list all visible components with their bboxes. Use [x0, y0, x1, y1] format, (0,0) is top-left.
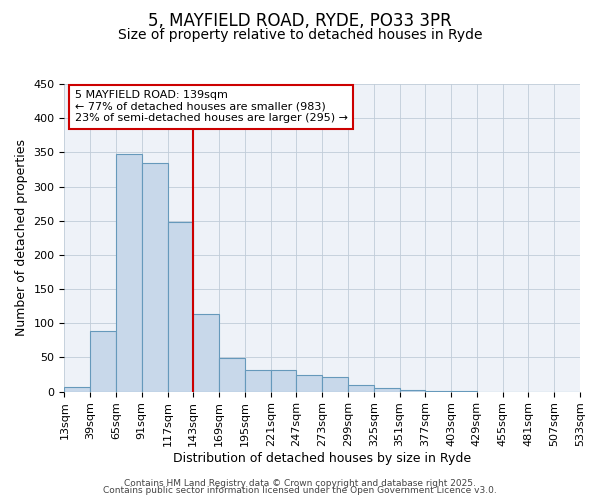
Bar	[167, 222, 193, 392]
Bar	[193, 314, 219, 392]
Bar	[451, 391, 477, 392]
Bar	[142, 162, 167, 392]
Bar	[296, 374, 322, 392]
Bar	[322, 377, 348, 392]
Text: 5 MAYFIELD ROAD: 139sqm
← 77% of detached houses are smaller (983)
23% of semi-d: 5 MAYFIELD ROAD: 139sqm ← 77% of detache…	[75, 90, 348, 124]
Bar	[90, 332, 116, 392]
Bar	[425, 391, 451, 392]
Bar	[116, 154, 142, 392]
Bar	[400, 390, 425, 392]
Bar	[374, 388, 400, 392]
Bar	[219, 358, 245, 392]
Y-axis label: Number of detached properties: Number of detached properties	[15, 140, 28, 336]
Bar	[64, 387, 90, 392]
Text: Size of property relative to detached houses in Ryde: Size of property relative to detached ho…	[118, 28, 482, 42]
Bar	[271, 370, 296, 392]
Text: Contains HM Land Registry data © Crown copyright and database right 2025.: Contains HM Land Registry data © Crown c…	[124, 478, 476, 488]
Text: Contains public sector information licensed under the Open Government Licence v3: Contains public sector information licen…	[103, 486, 497, 495]
X-axis label: Distribution of detached houses by size in Ryde: Distribution of detached houses by size …	[173, 452, 471, 465]
Bar	[245, 370, 271, 392]
Bar	[348, 386, 374, 392]
Text: 5, MAYFIELD ROAD, RYDE, PO33 3PR: 5, MAYFIELD ROAD, RYDE, PO33 3PR	[148, 12, 452, 30]
